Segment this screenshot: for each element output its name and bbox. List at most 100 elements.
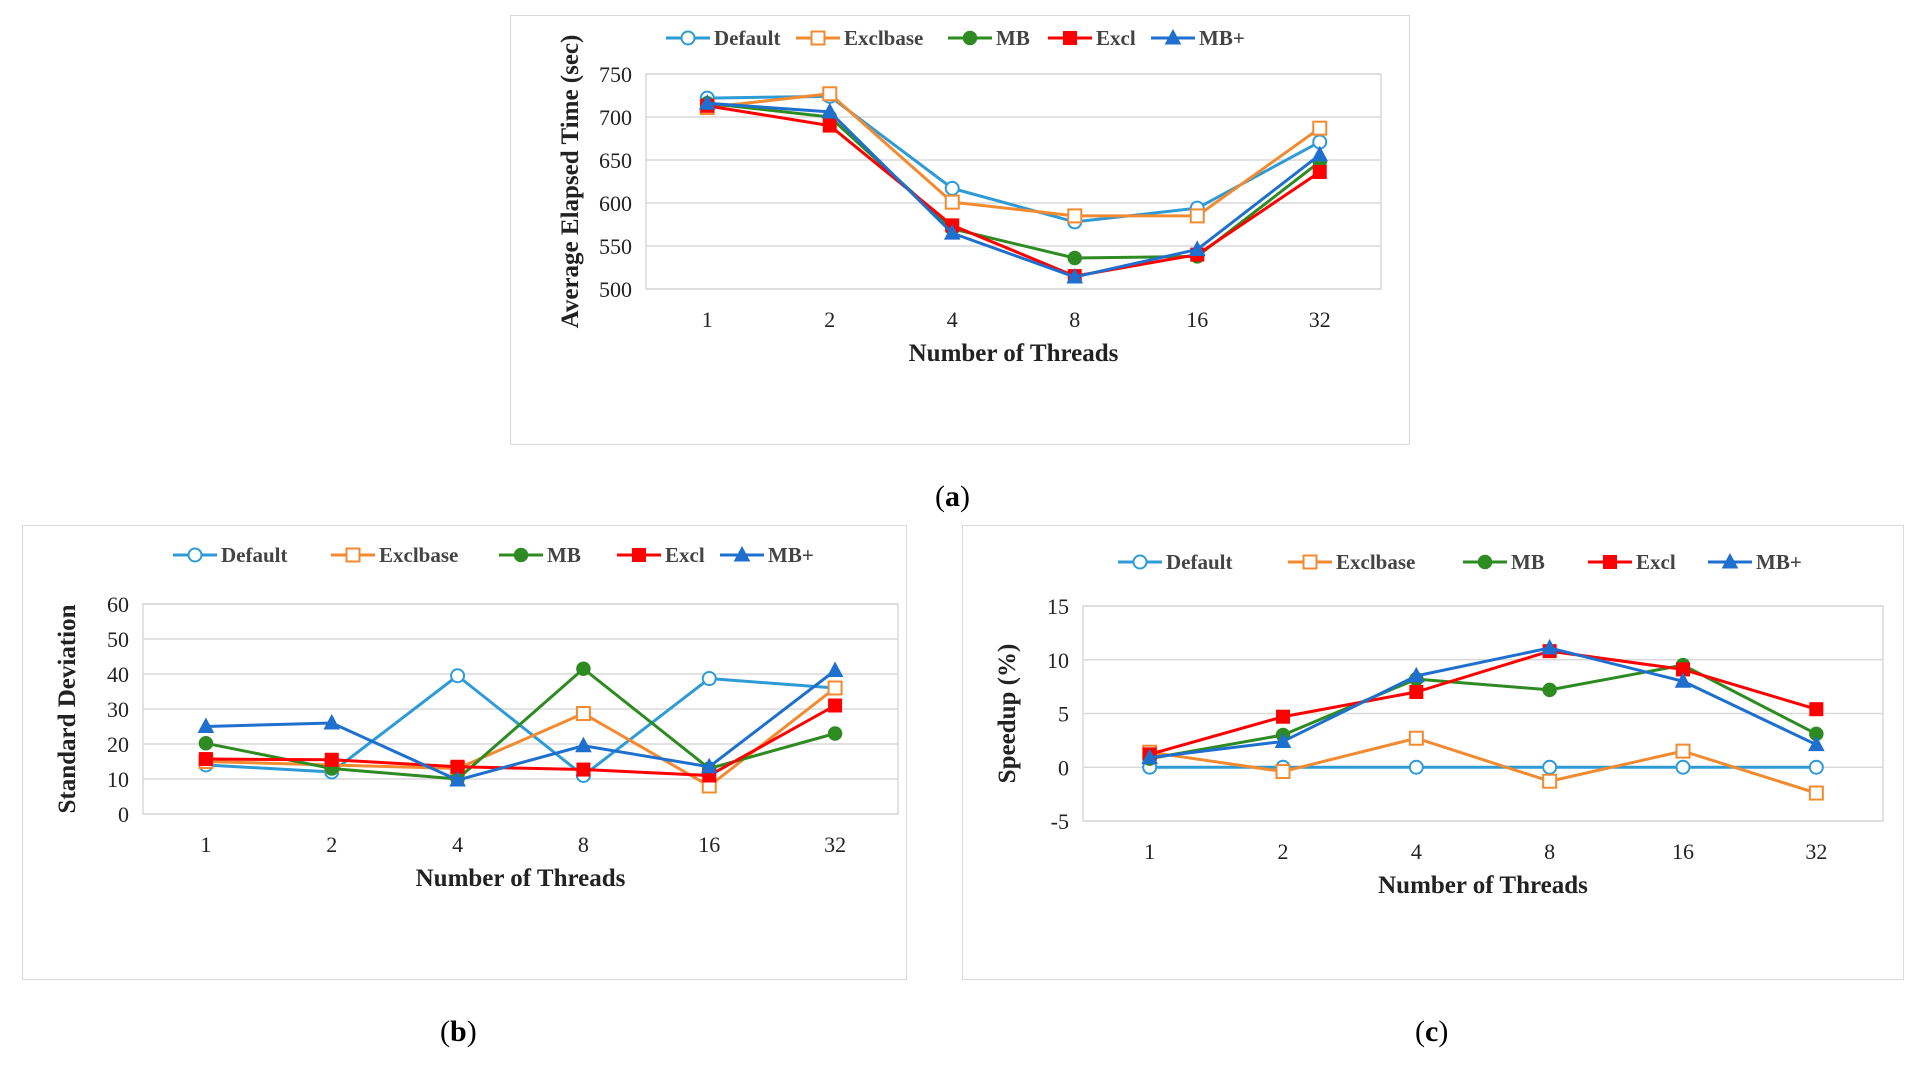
c-series-exclbase [1142, 730, 1824, 801]
a-legend-marker [962, 30, 978, 46]
a-legend-marker [680, 30, 696, 46]
chart-a: 500 550 600 650 700 750 1 2 4 8 16 32 Number of Thre… [557, 26, 1382, 367]
a-x-tick-label: 32 [1309, 307, 1331, 332]
chart-panel-b: 0 10 20 30 40 50 60 1 2 4 8 16 32 Number of Threads St… [22, 525, 907, 980]
b-y-tick-label: 20 [107, 732, 129, 757]
b-x-tick-label: 1 [200, 832, 211, 857]
c-x-tick-label: 8 [1544, 839, 1555, 864]
b-legend-marker [513, 547, 529, 563]
a-legend-item: Default [666, 26, 781, 50]
b-data-point [323, 713, 341, 730]
b-data-point [198, 736, 214, 751]
c-x-tick-label: 4 [1411, 839, 1422, 864]
c-data-point [1275, 764, 1291, 780]
a-legend-label: Exclbase [844, 26, 923, 50]
a-legend-item: MB+ [1151, 26, 1245, 50]
c-data-point [1409, 685, 1424, 699]
c-data-point [1542, 682, 1557, 698]
c-legend-marker [1721, 552, 1739, 569]
c-data-point [1809, 702, 1824, 717]
a-series-line [707, 101, 1321, 279]
b-data-point [828, 698, 843, 713]
b-data-point [826, 661, 844, 677]
b-data-point [198, 752, 213, 767]
c-x-tick-label: 2 [1278, 839, 1289, 864]
b-data-point [576, 762, 591, 777]
b-y-tick-label: 30 [107, 697, 129, 722]
b-legend-item: Excl [617, 543, 705, 567]
c-data-point [1674, 672, 1692, 688]
a-legend-marker [810, 30, 826, 46]
c-legend-item: Default [1118, 550, 1233, 574]
a-legend-label: MB [996, 26, 1030, 50]
caption-a-letter: a [945, 480, 960, 513]
a-legend-marker [1063, 31, 1077, 45]
b-data-point [324, 752, 339, 767]
b-data-point [576, 661, 591, 676]
c-series-mb [1142, 657, 1824, 766]
b-legend-item: Default [173, 543, 288, 567]
a-x-tick-label: 8 [1069, 307, 1080, 332]
chart-c: -5 0 5 10 15 1 2 4 8 16 32 Number of Threads Speedup… [994, 550, 1884, 899]
b-y-tick-label: 10 [107, 767, 129, 792]
b-legend-label: MB+ [768, 543, 814, 567]
a-data-point [1066, 267, 1084, 284]
a-series-exclbase [699, 86, 1328, 224]
c-legend-label: Excl [1636, 550, 1676, 574]
b-series-exclbase [198, 680, 843, 794]
a-data-point [821, 102, 839, 119]
b-legend-label: Excl [665, 543, 705, 567]
c-x-tick-label: 32 [1805, 839, 1827, 864]
c-x-tick-label: 16 [1672, 839, 1694, 864]
a-data-point [944, 180, 960, 196]
b-legend-marker [733, 545, 751, 562]
b-data-point [701, 671, 717, 687]
a-y-tick-label: 650 [599, 148, 632, 173]
c-legend-item: MB [1463, 550, 1545, 574]
b-legend-label: MB [547, 543, 581, 567]
b-legend-marker [345, 547, 361, 563]
b-x-tick-label: 2 [326, 832, 337, 857]
a-y-tick-label: 550 [599, 234, 632, 259]
c-data-point [1274, 732, 1292, 748]
a-legend-marker [1164, 28, 1182, 45]
b-y-axis-label: Standard Deviation [54, 604, 81, 813]
b-y-tick-label: 0 [118, 802, 129, 827]
c-x-axis-label: Number of Threads [1378, 872, 1588, 899]
c-data-point [1407, 666, 1425, 683]
caption-c-letter: c [1425, 1015, 1439, 1048]
a-legend-label: Excl [1096, 26, 1136, 50]
b-y-tick-label: 60 [107, 592, 129, 617]
caption-c: (c) [1415, 1015, 1449, 1048]
c-legend-label: MB+ [1756, 550, 1802, 574]
a-legend-item: Exclbase [796, 26, 923, 50]
c-legend-label: Default [1166, 550, 1233, 574]
c-data-point [1807, 735, 1825, 752]
b-series-mbplus [197, 661, 844, 787]
b-y-tick-label: 40 [107, 662, 129, 687]
a-y-tick-label: 750 [599, 62, 632, 87]
c-y-tick-label: 10 [1047, 648, 1069, 673]
b-data-point [575, 706, 591, 722]
b-data-point [700, 757, 718, 774]
b-series-line [205, 669, 836, 782]
c-legend-label: MB [1511, 550, 1545, 574]
b-series-excl [198, 698, 843, 783]
b-y-tick-label: 50 [107, 627, 129, 652]
c-series-mbplus [1141, 638, 1825, 765]
a-series-line [707, 104, 1321, 278]
c-legend-label: Exclbase [1336, 550, 1415, 574]
a-legend-item: Excl [1048, 26, 1136, 50]
c-y-tick-label: 5 [1058, 702, 1069, 727]
caption-a: (a) [935, 480, 970, 513]
c-data-point [1675, 759, 1691, 775]
a-data-point [1188, 240, 1206, 256]
c-series-line [1149, 646, 1817, 760]
b-data-point [575, 736, 592, 753]
a-data-point [1311, 145, 1329, 162]
b-x-tick-label: 8 [578, 832, 589, 857]
a-data-point [943, 224, 961, 240]
a-x-axis-label: Number of Threads [909, 340, 1119, 367]
a-legend-item: MB [948, 26, 1030, 50]
chart-b: 0 10 20 30 40 50 60 1 2 4 8 16 32 Number of Threads St… [54, 543, 899, 892]
